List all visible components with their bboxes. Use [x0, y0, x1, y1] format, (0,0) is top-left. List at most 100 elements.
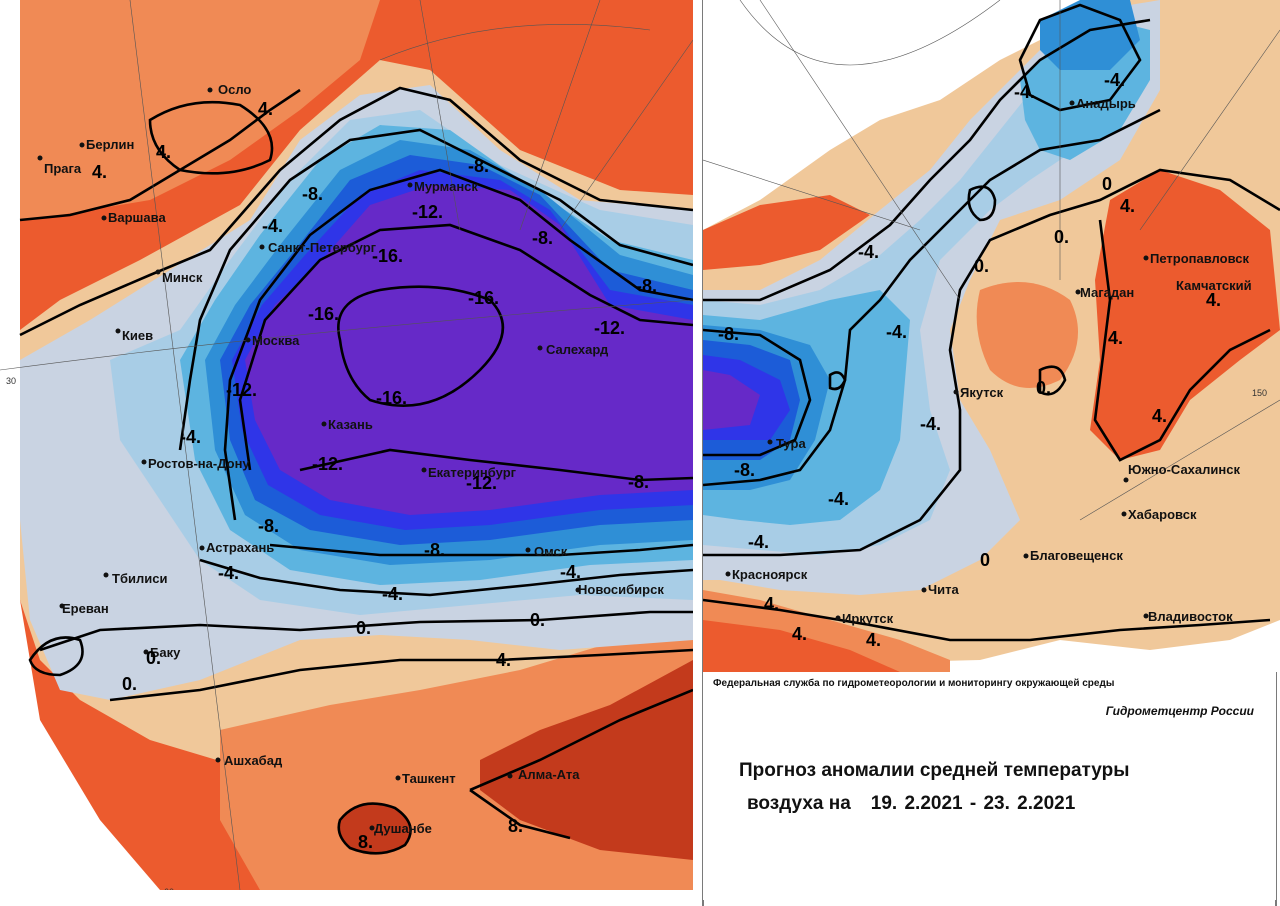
isoline-label: 4. — [156, 142, 171, 162]
isoline-label: 4. — [258, 99, 273, 119]
graticule-left — [0, 0, 693, 890]
anomaly-zone-red-dushanbe — [338, 803, 411, 854]
right-map-panel: 150 Анадырь Петропавловск Камчатский Маг… — [703, 0, 1280, 672]
city-label: Казань — [328, 417, 373, 432]
city-label: Варшава — [108, 210, 166, 225]
anomaly-zone-orange-west — [703, 195, 870, 270]
isoline-label: 4. — [764, 594, 779, 614]
city-label: Осло — [218, 82, 251, 97]
isoline-label: -12. — [466, 473, 497, 493]
anomaly-zone-orange-east2 — [976, 282, 1078, 388]
anomaly-zone-orange — [20, 0, 380, 220]
isoline-label: 0. — [530, 610, 545, 630]
isoline-label: -4. — [920, 414, 941, 434]
city-label: Мурманск — [414, 179, 478, 194]
isoline-label: -8. — [628, 472, 649, 492]
isoline-label: -8. — [424, 540, 445, 560]
city-label: Новосибирск — [578, 582, 664, 597]
isoline-label: -16. — [376, 388, 407, 408]
isoline-label: -4. — [1104, 70, 1125, 90]
isoline-label: -4. — [382, 584, 403, 604]
isoline-label: 4. — [1120, 196, 1135, 216]
city-label: Алма-Ата — [518, 767, 580, 782]
city-label: Москва — [252, 333, 300, 348]
isoline-label: -8. — [734, 460, 755, 480]
isoline-label: -16. — [308, 304, 339, 324]
isolines-left — [19, 86, 693, 855]
city-label: Магадан — [1080, 285, 1134, 300]
center-name: Гидрометцентр России — [1105, 704, 1254, 718]
left-map-panel: 30 60 Осло Берлин Прага Варшава Минск Ки… — [0, 0, 693, 897]
city-label: Ташкент — [402, 771, 456, 786]
isoline-label: 4. — [1108, 328, 1123, 348]
city-label: Хабаровск — [1128, 507, 1197, 522]
isoline-label: 4. — [92, 162, 107, 182]
isoline-label: -4. — [262, 216, 283, 236]
city-label: Минск — [162, 270, 203, 285]
isoline-label: -8. — [468, 156, 489, 176]
anomaly-zone-red-south — [703, 620, 900, 672]
isoline-label: -4. — [180, 427, 201, 447]
city-label: Санкт-Петербург — [268, 240, 377, 255]
isoline-label: 4. — [1152, 406, 1167, 426]
isoline-label: -4. — [858, 242, 879, 262]
anomaly-zone-orange-east — [1090, 170, 1280, 460]
city-label: Чита — [928, 582, 959, 597]
forecast-title: Прогноз аномалии средней температуры — [739, 760, 1130, 781]
panel-divider — [693, 0, 703, 906]
isoline-label: 0 — [1102, 174, 1112, 194]
isoline-label: -4. — [828, 489, 849, 509]
city-label: Душанбе — [374, 821, 432, 836]
isoline-label: 0. — [122, 674, 137, 694]
city-label: Астрахань — [206, 540, 274, 555]
city-markers-right — [725, 100, 1149, 621]
isoline-label: -4. — [748, 532, 769, 552]
isoline-label: 0. — [974, 256, 989, 276]
city-label: Ашхабад — [224, 753, 283, 768]
coord-label-150: 150 — [1252, 388, 1267, 398]
city-label: Петропавловск — [1150, 251, 1249, 266]
isoline-label: -4. — [1014, 82, 1035, 102]
isoline-label: -4. — [560, 562, 581, 582]
forecast-period-prefix: воздуха на — [747, 793, 851, 814]
city-label: Ростов-на-Дону — [148, 456, 250, 471]
isoline-label: 0. — [356, 618, 371, 638]
anomaly-zone-purple — [245, 185, 693, 515]
city-label: Прага — [44, 161, 82, 176]
agency-name: Федеральная служба по гидрометеорологии … — [713, 678, 1115, 689]
isoline-label: 0. — [146, 648, 161, 668]
isoline-label: -4. — [218, 563, 239, 583]
city-label: Берлин — [86, 137, 134, 152]
isoline-label: 8. — [508, 816, 523, 836]
isolines-right — [703, 3, 1280, 642]
info-box: Федеральная служба по гидрометеорологии … — [703, 672, 1276, 900]
city-label: Ереван — [62, 601, 109, 616]
city-label: Красноярск — [732, 567, 808, 582]
isoline-label: -12. — [594, 318, 625, 338]
isoline-label: -8. — [302, 184, 323, 204]
city-label: Анадырь — [1076, 96, 1136, 111]
forecast-period: воздуха на 19. 2.2021 - 23. 2.2021 — [747, 793, 1075, 815]
isoline-label: 4. — [1206, 290, 1221, 310]
anomaly-zone-red-south — [480, 660, 693, 860]
isoline-label: 0. — [1054, 227, 1069, 247]
city-label: Южно-Сахалинск — [1128, 462, 1240, 477]
isoline-label: -8. — [718, 324, 739, 344]
city-label: Омск — [534, 544, 568, 559]
isoline-label: -12. — [312, 454, 343, 474]
anomaly-zone-purple — [703, 370, 760, 430]
city-label: Благовещенск — [1030, 548, 1123, 563]
isoline-label: -4. — [886, 322, 907, 342]
isoline-label: 4. — [866, 630, 881, 650]
isoline-label: 4. — [496, 650, 511, 670]
isoline-label: -12. — [412, 202, 443, 222]
isoline-label: -12. — [226, 380, 257, 400]
isoline-label: 4. — [792, 624, 807, 644]
city-label: Якутск — [960, 385, 1004, 400]
city-label: Иркутск — [842, 611, 894, 626]
city-label: Салехард — [546, 342, 609, 357]
isoline-label: -16. — [372, 246, 403, 266]
isoline-label: -16. — [468, 288, 499, 308]
coord-label-60: 60 — [164, 887, 174, 897]
